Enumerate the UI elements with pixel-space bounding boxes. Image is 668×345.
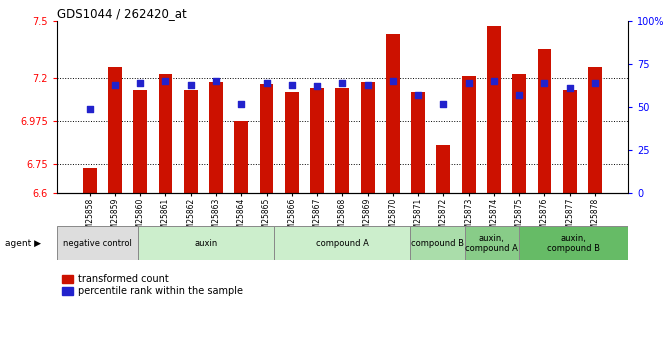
- Bar: [538, 49, 551, 193]
- Text: compound B: compound B: [411, 239, 464, 248]
- Bar: [275, 226, 410, 260]
- Point: [210, 78, 221, 84]
- Bar: [361, 82, 375, 193]
- Bar: [134, 90, 147, 193]
- Text: compound A: compound A: [316, 239, 369, 248]
- Legend: transformed count, percentile rank within the sample: transformed count, percentile rank withi…: [61, 274, 243, 296]
- Text: auxin: auxin: [195, 239, 218, 248]
- Text: auxin,
compound A: auxin, compound A: [466, 234, 518, 253]
- Point: [337, 80, 347, 86]
- Bar: [184, 90, 198, 193]
- Bar: [57, 226, 138, 260]
- Bar: [519, 226, 628, 260]
- Bar: [158, 75, 172, 193]
- Bar: [234, 121, 248, 193]
- Bar: [260, 84, 273, 193]
- Bar: [310, 88, 324, 193]
- Point: [464, 80, 474, 86]
- Bar: [465, 226, 519, 260]
- Bar: [285, 92, 299, 193]
- Point: [539, 80, 550, 86]
- Bar: [436, 145, 450, 193]
- Point: [287, 82, 297, 87]
- Point: [312, 83, 323, 89]
- Bar: [512, 75, 526, 193]
- Bar: [487, 27, 501, 193]
- Point: [236, 101, 246, 106]
- Bar: [138, 226, 275, 260]
- Bar: [411, 92, 425, 193]
- Bar: [563, 90, 576, 193]
- Bar: [83, 168, 97, 193]
- Point: [590, 80, 601, 86]
- Point: [514, 92, 524, 98]
- Point: [413, 92, 424, 98]
- Point: [160, 78, 171, 84]
- Text: negative control: negative control: [63, 239, 132, 248]
- Point: [387, 78, 398, 84]
- Point: [564, 85, 575, 91]
- Point: [362, 82, 373, 87]
- Bar: [410, 226, 465, 260]
- Bar: [108, 67, 122, 193]
- Bar: [588, 67, 602, 193]
- Point: [438, 101, 449, 106]
- Bar: [462, 76, 476, 193]
- Point: [186, 82, 196, 87]
- Point: [261, 80, 272, 86]
- Text: agent ▶: agent ▶: [5, 239, 41, 248]
- Bar: [209, 82, 223, 193]
- Point: [84, 106, 95, 111]
- Text: GDS1044 / 262420_at: GDS1044 / 262420_at: [57, 7, 186, 20]
- Text: auxin,
compound B: auxin, compound B: [547, 234, 600, 253]
- Point: [110, 82, 120, 87]
- Bar: [335, 88, 349, 193]
- Point: [488, 78, 499, 84]
- Point: [135, 80, 146, 86]
- Bar: [386, 34, 400, 193]
